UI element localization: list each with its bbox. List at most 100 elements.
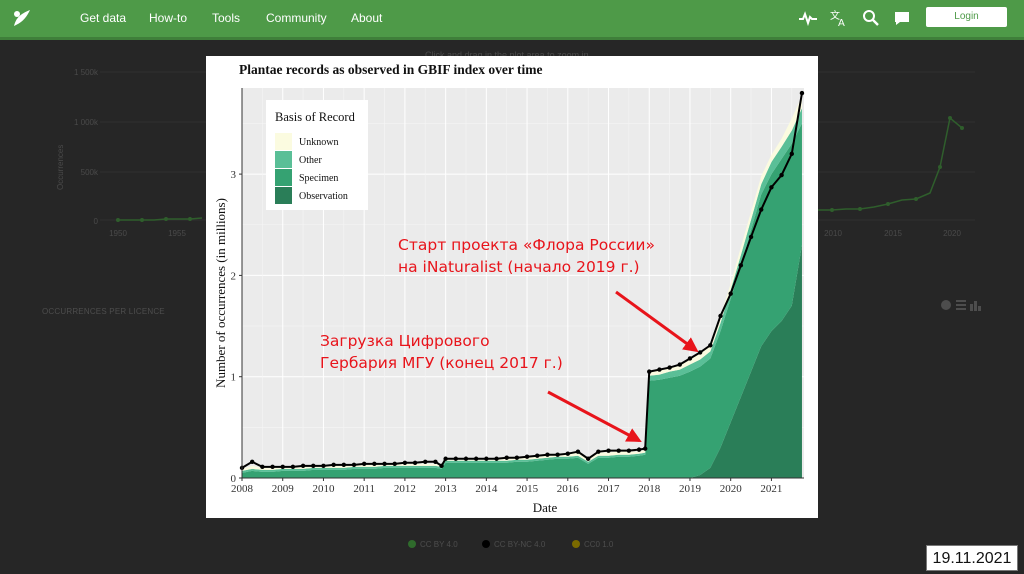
data-point [687,356,693,361]
data-point [718,313,723,319]
data-point [545,452,550,457]
svg-text:A: A [838,18,845,28]
translate-icon[interactable]: 文 A [829,8,849,28]
data-point [300,463,306,469]
data-point [697,350,703,355]
header-divider [0,37,1024,40]
data-point [361,461,367,467]
y-tick-label: 0 [231,473,237,485]
area-specimen [242,123,802,479]
area-observation [242,245,802,478]
bg-legend-cc0[interactable]: CC0 1.0 [572,540,613,549]
bg-x-tick: 2010 [824,229,842,238]
chart-annotations: Старт проекта «Флора России» на iNaturali… [320,236,699,442]
data-point [759,207,764,212]
data-point [575,449,581,454]
y-tick-label: 3 [231,169,237,181]
axes: 0 1 2 3 2008 2009 2010 2011 2012 2013 2014 2015 2016… [213,88,804,515]
login-button[interactable]: Login [926,7,1007,27]
x-tick-label: 2010 [312,483,335,495]
bg-y-tick: 0 [94,217,99,226]
data-point [351,462,357,468]
data-point [311,463,316,469]
data-point [657,367,662,372]
data-point [372,461,377,467]
area-series [242,96,802,479]
data-point [473,456,479,461]
legend-swatch [275,169,292,186]
legend-entry-observation: Observation [299,191,348,202]
data-point [514,455,520,460]
data-point [270,464,275,470]
legend-swatch [275,133,292,150]
data-point [748,234,754,240]
x-tick-label: 2017 [598,483,621,495]
data-point [331,462,336,468]
y-tick-label: 2 [231,270,237,282]
bg-legend-cc-by-nc[interactable]: CC BY-NC 4.0 [482,540,545,549]
data-point [708,343,713,348]
legend-title: Basis of Record [275,110,356,124]
legend-dot-icon [408,540,416,548]
chart-title: Plantae records as observed in GBIF inde… [239,62,543,77]
legend-entry-other: Other [299,155,322,166]
legend-swatch [275,187,292,204]
data-point [596,449,601,454]
bg-x-tick: 2015 [884,229,902,238]
data-point [382,461,387,467]
legend-dot-icon [572,540,580,548]
legend-entry-unknown: Unknown [299,137,338,148]
legend-entry-specimen: Specimen [299,173,338,184]
gbif-logo-icon[interactable] [10,6,34,30]
data-point [402,460,408,466]
data-point [494,456,499,461]
top-navigation-bar: Get data How-to Tools Community About 文 … [0,0,1024,37]
data-point [249,459,255,464]
data-point [616,448,621,453]
pulse-icon[interactable] [798,8,818,28]
annotation-arrow [615,290,699,353]
annotation-text: Старт проекта «Флора России» [398,236,655,254]
total-line-series [239,90,805,471]
x-tick-label: 2014 [475,483,498,495]
chart-modal: Plantae records as observed in GBIF inde… [206,56,818,518]
nav-item-how-to[interactable]: How-to [149,11,188,25]
bg-x-tick: 1955 [168,229,186,238]
x-tick-label: 2015 [516,483,539,495]
data-point [799,90,805,96]
data-point [392,461,397,467]
bg-legend-cc-by[interactable]: CC BY 4.0 [408,540,458,549]
data-point [728,291,733,296]
data-point [779,172,784,178]
data-point [453,456,459,461]
nav-item-about[interactable]: About [351,11,383,25]
chat-icon[interactable] [892,8,912,28]
data-point [260,464,265,470]
bg-y-axis-label: Occurrences [56,145,65,190]
x-tick-label: 2018 [638,483,661,495]
x-tick-label: 2021 [760,483,782,495]
search-icon[interactable] [861,8,881,28]
chart-legend: Basis of Record Unknown Other Specimen Obser… [266,100,368,210]
data-point [433,459,438,464]
nav-item-get-data[interactable]: Get data [80,11,127,25]
bg-section-title: OCCURRENCES PER LICENCE [42,307,165,316]
annotation-text: на iNaturalist (начало 2019 г.) [398,258,640,276]
data-point [504,455,509,460]
data-point [280,464,285,470]
y-tick-label: 1 [231,372,237,384]
x-axis-label: Date [533,500,558,515]
slide-date-label: 19.11.2021 [926,545,1018,571]
data-point [439,463,444,469]
annotation-text: Загрузка Цифрового [320,332,490,350]
nav-item-tools[interactable]: Tools [212,11,241,25]
x-tick-label: 2013 [435,483,458,495]
data-point [642,446,648,451]
bg-zoom-hint: Click and drag in the plot area to zoom … [425,50,589,60]
data-point [769,185,774,190]
bg-chart-type-toolbar[interactable] [940,298,982,317]
data-point [321,463,326,469]
nav-item-community[interactable]: Community [266,11,327,25]
total-line [241,92,803,469]
bg-y-tick: 500k [81,168,99,177]
